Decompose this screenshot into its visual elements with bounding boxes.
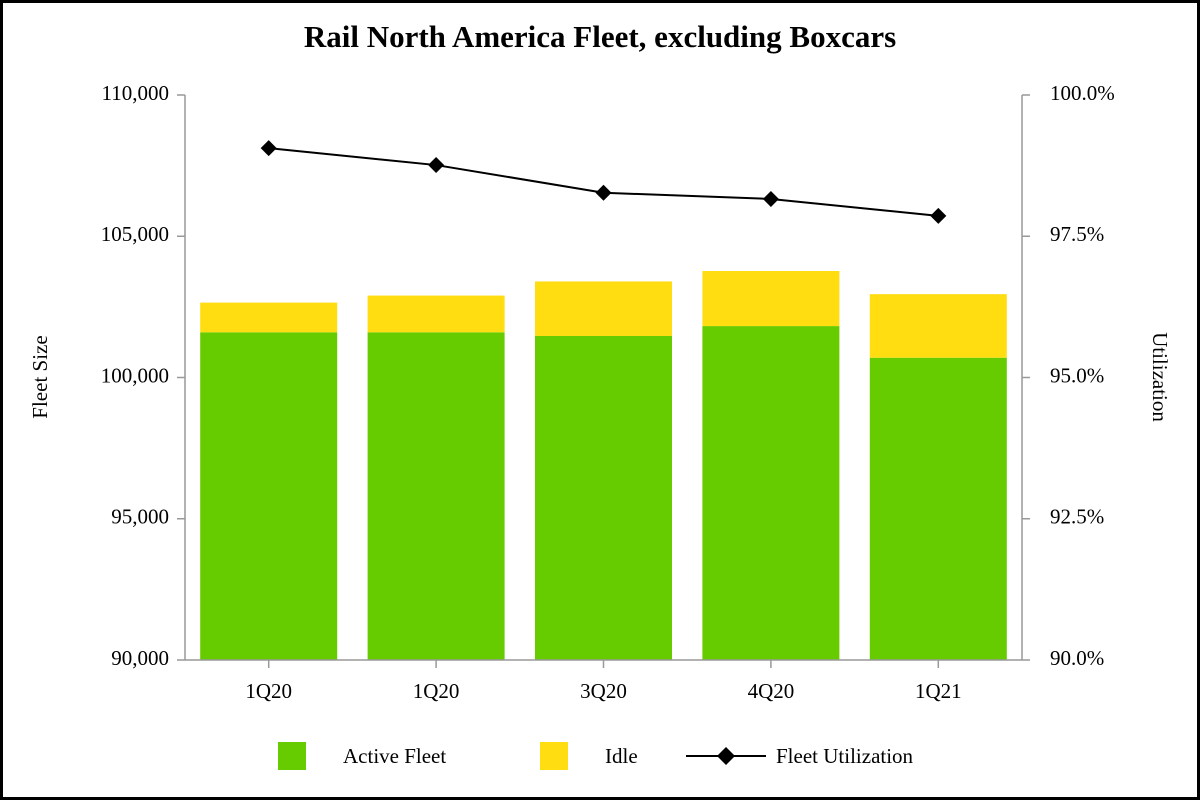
bar	[869, 294, 1007, 358]
y2-tick-label: 100.0%	[1050, 81, 1115, 105]
y2-tick-label: 97.5%	[1050, 222, 1104, 246]
legend-marker	[717, 747, 735, 765]
legend-label: Fleet Utilization	[776, 744, 914, 768]
x-tick-label: 1Q20	[245, 679, 292, 703]
x-tick-label: 4Q20	[748, 679, 795, 703]
x-tick-label: 1Q21	[915, 679, 962, 703]
bar	[200, 332, 338, 660]
y-tick-label: 110,000	[102, 81, 169, 105]
y-tick-label: 100,000	[101, 363, 169, 387]
bar	[367, 295, 505, 333]
x-tick-label: 3Q20	[580, 679, 627, 703]
bar	[535, 335, 672, 660]
y-tick-label: 105,000	[101, 222, 169, 246]
bar	[702, 326, 840, 660]
legend-swatch	[278, 742, 306, 770]
y-axis-title: Fleet Size	[28, 335, 52, 418]
line-marker	[930, 207, 947, 224]
x-tick-label: 1Q20	[413, 679, 460, 703]
bar	[367, 332, 505, 660]
bar	[869, 357, 1007, 660]
y-tick-label: 95,000	[111, 505, 169, 529]
bar	[200, 302, 338, 333]
y2-tick-label: 95.0%	[1050, 363, 1104, 387]
line-marker	[595, 184, 612, 201]
y2-tick-label: 92.5%	[1050, 505, 1104, 529]
line-marker	[428, 157, 445, 174]
legend-label: Idle	[605, 744, 638, 768]
chart-title: Rail North America Fleet, excluding Boxc…	[304, 19, 896, 54]
line-marker	[260, 140, 277, 157]
bar	[702, 270, 840, 327]
line-marker	[762, 190, 779, 207]
y2-tick-label: 90.0%	[1050, 646, 1104, 670]
legend-swatch	[540, 742, 568, 770]
y-tick-label: 90,000	[111, 646, 169, 670]
bar	[535, 281, 672, 336]
y2-axis-title: Utilization	[1148, 332, 1172, 422]
legend-label: Active Fleet	[343, 744, 446, 768]
